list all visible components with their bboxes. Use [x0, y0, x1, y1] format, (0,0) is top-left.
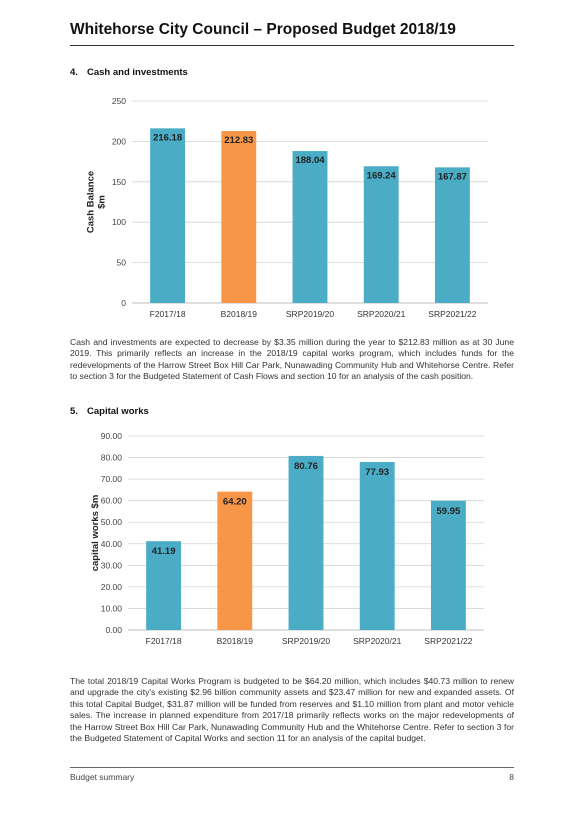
- footer-label: Budget summary: [70, 772, 135, 782]
- bar: [363, 166, 399, 303]
- section-title: Capital works: [87, 406, 149, 417]
- x-tick-label: B2018/19: [221, 309, 258, 319]
- data-label: 212.83: [224, 135, 253, 146]
- y-axis-title-line: $m: [97, 195, 108, 209]
- bar: [221, 131, 257, 303]
- capital-paragraph: The total 2018/19 Capital Works Program …: [70, 676, 514, 744]
- section-title: Cash and investments: [87, 67, 188, 78]
- y-tick-label: 250: [112, 96, 126, 106]
- section-heading-capital: 5. Capital works: [70, 406, 149, 417]
- y-tick-label: 50: [117, 258, 127, 268]
- y-tick-label: 200: [112, 136, 126, 146]
- data-label: 188.04: [295, 155, 325, 166]
- bar: [150, 128, 186, 303]
- x-tick-label: F2017/18: [150, 309, 186, 319]
- section-heading-cash: 4. Cash and investments: [70, 67, 188, 78]
- page-title: Whitehorse City Council – Proposed Budge…: [70, 21, 456, 38]
- data-label: 167.87: [438, 171, 467, 182]
- bar: [434, 167, 470, 303]
- footer-divider: [70, 767, 514, 768]
- x-tick-label: SRP2020/21: [357, 309, 405, 319]
- y-axis-title-line: Cash Balance: [86, 171, 97, 233]
- section-number: 4.: [70, 67, 78, 78]
- x-tick-label: SRP2019/20: [286, 309, 334, 319]
- y-axis-title: Cash Balance $m: [86, 171, 108, 233]
- y-tick-label: 150: [112, 177, 126, 187]
- data-label: 169.24: [367, 170, 397, 181]
- y-tick-label: 0: [121, 298, 126, 308]
- page-number: 8: [509, 772, 514, 782]
- bar: [292, 151, 328, 303]
- title-divider: [70, 45, 514, 46]
- section-number: 5.: [70, 406, 78, 417]
- data-label: 216.18: [153, 132, 182, 143]
- cash-paragraph: Cash and investments are expected to dec…: [70, 337, 514, 382]
- y-tick-label: 100: [112, 217, 126, 227]
- x-tick-label: SRP2021/22: [428, 309, 476, 319]
